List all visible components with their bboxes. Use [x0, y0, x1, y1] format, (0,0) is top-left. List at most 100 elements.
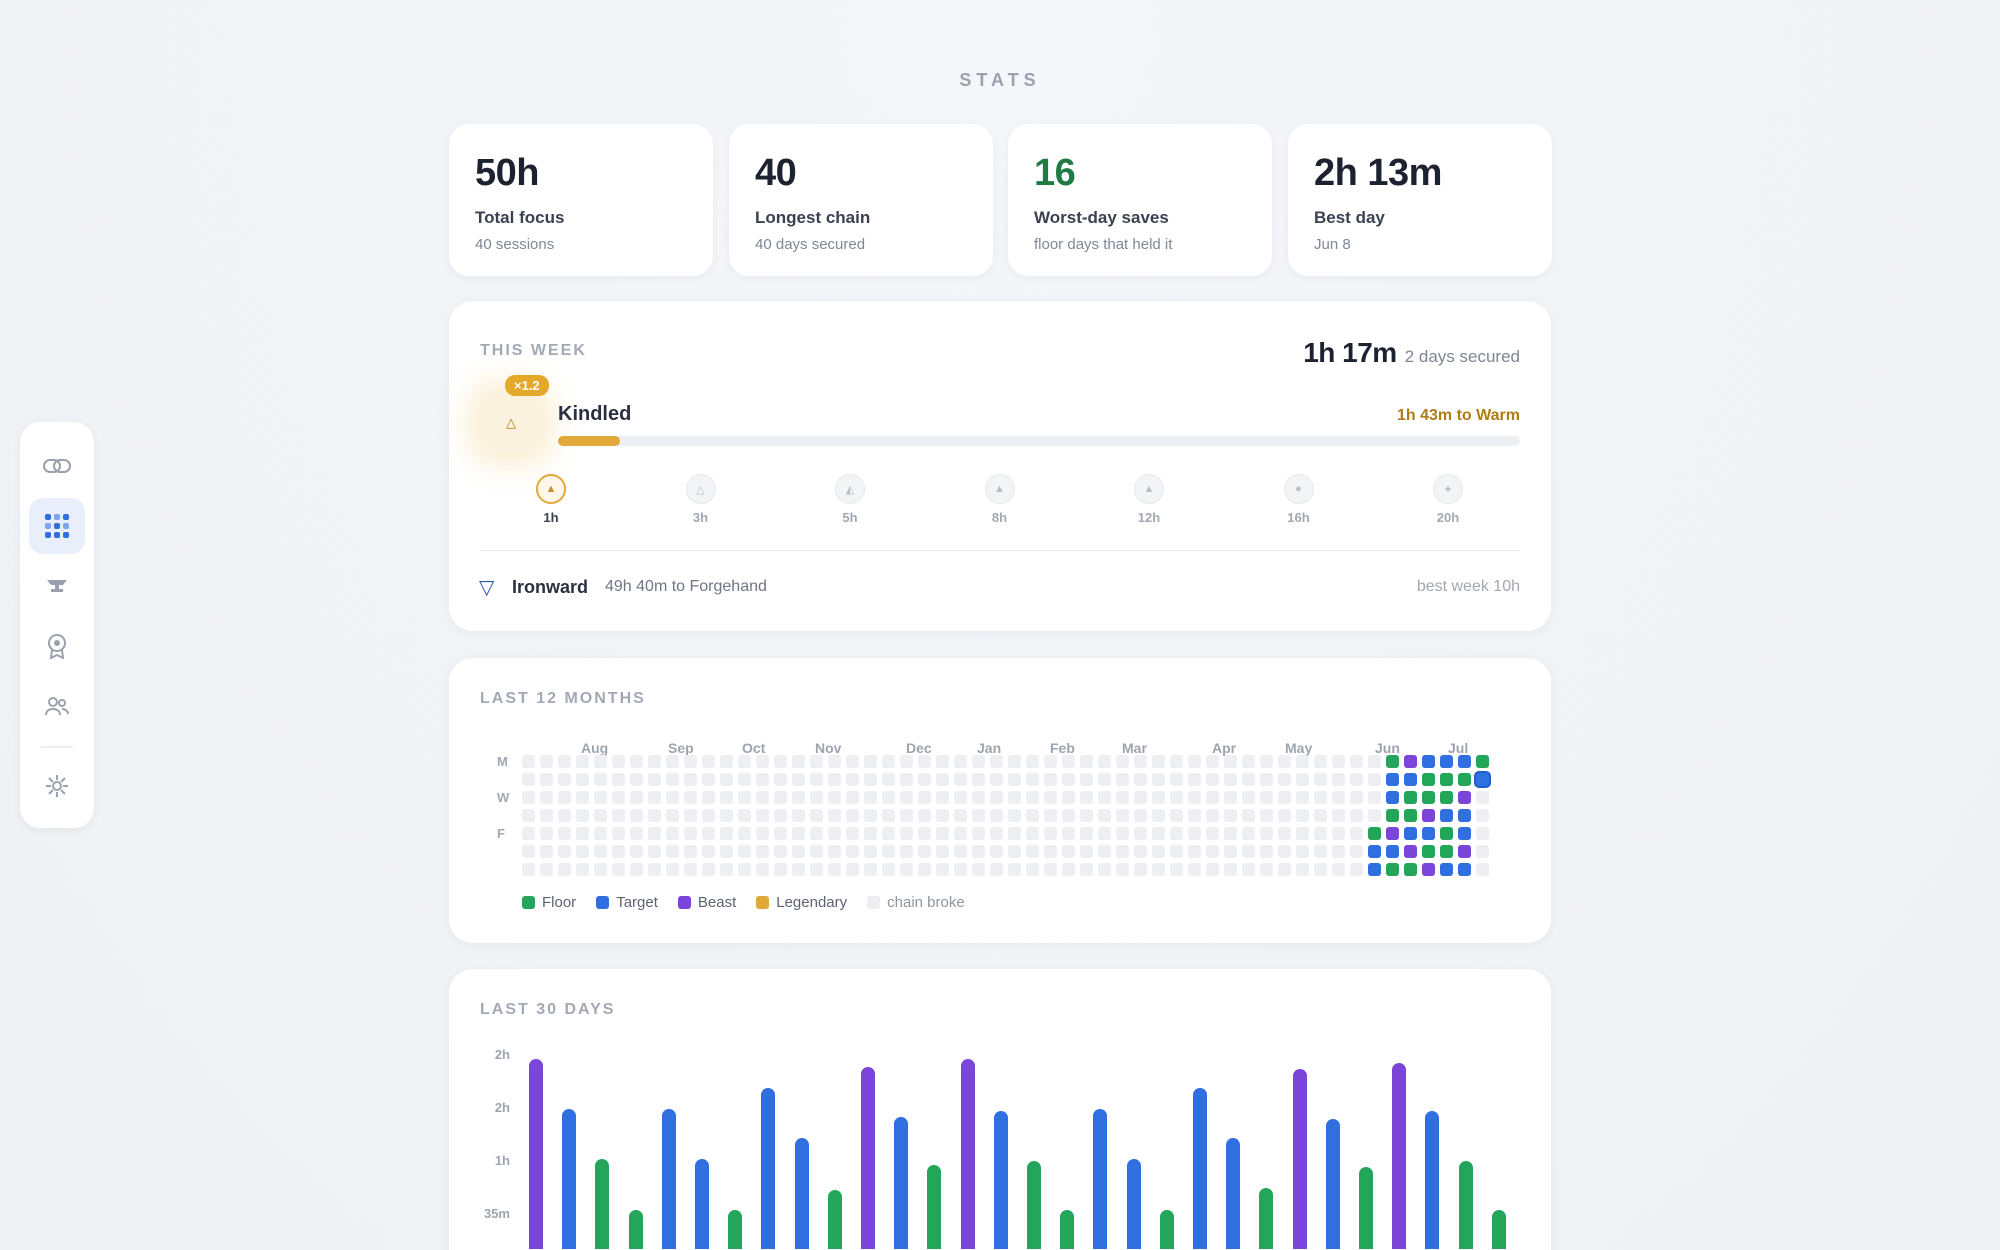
heatmap-cell[interactable]: [1296, 809, 1309, 822]
heatmap-cell[interactable]: [1386, 773, 1399, 786]
heatmap-cell[interactable]: [774, 845, 787, 858]
bar-day-30[interactable]: [1491, 1209, 1506, 1249]
bar-day-29[interactable]: [1458, 1161, 1473, 1249]
heatmap-cell[interactable]: [1422, 809, 1435, 822]
heatmap-cell[interactable]: [1422, 791, 1435, 804]
heatmap-cell[interactable]: [1314, 773, 1327, 786]
heatmap-cell[interactable]: [630, 755, 643, 768]
heatmap-cell[interactable]: [1242, 863, 1255, 876]
heatmap-cell[interactable]: [1314, 809, 1327, 822]
heatmap-cell[interactable]: [1260, 809, 1273, 822]
heatmap-cell[interactable]: [1404, 773, 1417, 786]
bar-day-19[interactable]: [1126, 1159, 1141, 1249]
heatmap-cell[interactable]: [738, 773, 751, 786]
heatmap-cell[interactable]: [936, 827, 949, 840]
heatmap-cell[interactable]: [1008, 845, 1021, 858]
heatmap-cell[interactable]: [1008, 809, 1021, 822]
heatmap-cell[interactable]: [1008, 863, 1021, 876]
heatmap-cell[interactable]: [1476, 755, 1489, 768]
heatmap-cell[interactable]: [792, 809, 805, 822]
heatmap-cell[interactable]: [1476, 791, 1489, 804]
heatmap-cell[interactable]: [1062, 809, 1075, 822]
heatmap-cell[interactable]: [828, 791, 841, 804]
sidebar-item-link[interactable]: [29, 438, 85, 494]
heatmap-cell[interactable]: [1206, 863, 1219, 876]
bar-day-24[interactable]: [1292, 1068, 1307, 1249]
heatmap-cell[interactable]: [990, 773, 1003, 786]
heatmap-cell[interactable]: [1368, 863, 1381, 876]
bar-day-14[interactable]: [960, 1059, 975, 1249]
heatmap-cell[interactable]: [972, 863, 985, 876]
heatmap-cell[interactable]: [810, 827, 823, 840]
heatmap-cell[interactable]: [612, 863, 625, 876]
heatmap-cell[interactable]: [936, 809, 949, 822]
heatmap-cell[interactable]: [558, 863, 571, 876]
heatmap-cell[interactable]: [1098, 809, 1111, 822]
heatmap-cell[interactable]: [1188, 827, 1201, 840]
heatmap-cell[interactable]: [1080, 845, 1093, 858]
heatmap-cell[interactable]: [846, 755, 859, 768]
heatmap-cell[interactable]: [702, 863, 715, 876]
heatmap-cell[interactable]: [990, 809, 1003, 822]
heatmap-cell[interactable]: [990, 863, 1003, 876]
heatmap-cell[interactable]: [1098, 791, 1111, 804]
heatmap-cell[interactable]: [954, 863, 967, 876]
heatmap-cell[interactable]: [1368, 755, 1381, 768]
heatmap-cell[interactable]: [828, 809, 841, 822]
heatmap-cell[interactable]: [846, 791, 859, 804]
heatmap-cell[interactable]: [1026, 845, 1039, 858]
heatmap-cell[interactable]: [810, 791, 823, 804]
heatmap-cell[interactable]: [1188, 845, 1201, 858]
heatmap-cell[interactable]: [1098, 845, 1111, 858]
heatmap-cell[interactable]: [594, 845, 607, 858]
heatmap-cell[interactable]: [810, 773, 823, 786]
heatmap-cell[interactable]: [738, 809, 751, 822]
heatmap-cell[interactable]: [1098, 773, 1111, 786]
heatmap-cell[interactable]: [882, 809, 895, 822]
heatmap-cell[interactable]: [522, 845, 535, 858]
heatmap-cell[interactable]: [936, 791, 949, 804]
heatmap-cell[interactable]: [1296, 755, 1309, 768]
heatmap-cell[interactable]: [828, 863, 841, 876]
heatmap-cell[interactable]: [1314, 863, 1327, 876]
heatmap-cell[interactable]: [756, 791, 769, 804]
heatmap-cell[interactable]: [756, 863, 769, 876]
heatmap-cell[interactable]: [1134, 845, 1147, 858]
heatmap-cell[interactable]: [900, 791, 913, 804]
heatmap-cell[interactable]: [1404, 863, 1417, 876]
heatmap-cell[interactable]: [918, 755, 931, 768]
heatmap-cell[interactable]: [540, 827, 553, 840]
bar-day-25[interactable]: [1325, 1118, 1340, 1249]
heatmap-cell[interactable]: [558, 809, 571, 822]
heatmap-cell[interactable]: [540, 863, 553, 876]
heatmap-cell[interactable]: [630, 773, 643, 786]
bar-day-27[interactable]: [1392, 1062, 1407, 1249]
heatmap-cell[interactable]: [1134, 827, 1147, 840]
heatmap-cell[interactable]: [1224, 773, 1237, 786]
heatmap-cell[interactable]: [864, 827, 877, 840]
heatmap-cell[interactable]: [1008, 827, 1021, 840]
heatmap-cell[interactable]: [576, 755, 589, 768]
heatmap-cell[interactable]: [1350, 791, 1363, 804]
heatmap-cell[interactable]: [1134, 809, 1147, 822]
heatmap-cell[interactable]: [666, 845, 679, 858]
heatmap-cell[interactable]: [882, 845, 895, 858]
heatmap-cell[interactable]: [972, 773, 985, 786]
sidebar-item-anvil[interactable]: [29, 558, 85, 614]
heatmap-cell[interactable]: [1098, 827, 1111, 840]
heatmap-cell[interactable]: [702, 809, 715, 822]
heatmap-cell[interactable]: [1368, 809, 1381, 822]
heatmap-cell[interactable]: [864, 791, 877, 804]
heatmap-cell[interactable]: [1206, 755, 1219, 768]
heatmap-cell[interactable]: [828, 845, 841, 858]
heatmap-cell[interactable]: [1188, 791, 1201, 804]
heatmap-cell[interactable]: [1206, 773, 1219, 786]
heatmap-cell[interactable]: [522, 863, 535, 876]
heatmap-cell[interactable]: [954, 755, 967, 768]
heatmap-cell[interactable]: [1062, 791, 1075, 804]
heatmap-cell[interactable]: [576, 863, 589, 876]
heatmap-cell[interactable]: [1062, 863, 1075, 876]
bar-day-16[interactable]: [1027, 1161, 1041, 1249]
heatmap-cell[interactable]: [1152, 755, 1165, 768]
heatmap-cell[interactable]: [648, 809, 661, 822]
